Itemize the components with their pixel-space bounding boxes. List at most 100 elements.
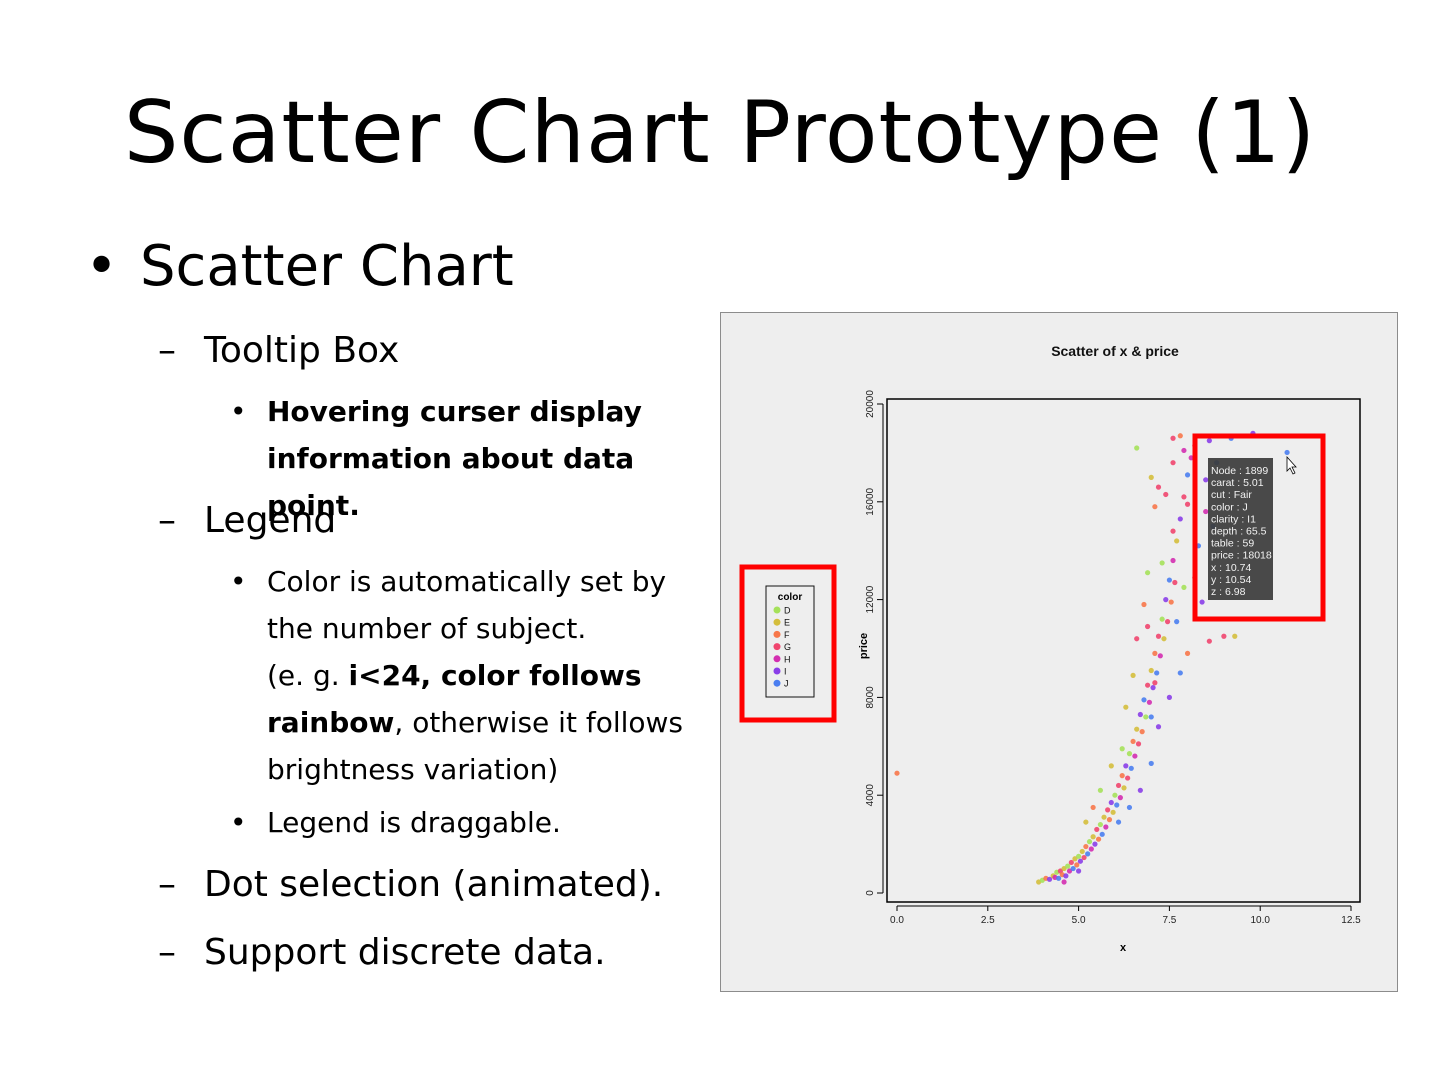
data-point[interactable] [1148, 474, 1154, 480]
data-point[interactable] [1155, 484, 1162, 490]
data-point[interactable] [1132, 753, 1138, 759]
data-point[interactable] [1148, 667, 1154, 674]
data-point[interactable] [1163, 597, 1169, 603]
data-point[interactable] [1181, 584, 1187, 590]
data-point[interactable] [1155, 724, 1162, 730]
data-point[interactable] [1163, 491, 1169, 498]
data-point[interactable] [1128, 765, 1134, 771]
data-point[interactable] [1074, 862, 1080, 868]
data-point[interactable] [1097, 821, 1103, 828]
data-point[interactable] [1135, 741, 1142, 747]
data-point[interactable] [1085, 851, 1091, 857]
data-point[interactable] [1097, 787, 1103, 793]
data-point[interactable] [1130, 738, 1136, 745]
data-point[interactable] [1119, 746, 1125, 752]
data-point[interactable] [1090, 804, 1096, 811]
data-point[interactable] [1184, 472, 1191, 478]
data-point[interactable] [1141, 697, 1147, 703]
data-point[interactable] [1083, 843, 1089, 850]
data-point[interactable] [1101, 814, 1107, 820]
data-point[interactable] [1181, 447, 1187, 454]
data-point[interactable] [1105, 807, 1111, 813]
data-point[interactable] [1114, 802, 1120, 808]
data-point[interactable] [1146, 699, 1153, 705]
data-point[interactable] [1134, 636, 1140, 642]
data-point[interactable] [1106, 817, 1113, 823]
data-point[interactable] [1161, 636, 1167, 642]
data-point[interactable] [1119, 773, 1125, 779]
data-point[interactable] [1148, 760, 1154, 767]
data-point[interactable] [1184, 650, 1191, 656]
data-point[interactable] [1157, 653, 1163, 659]
data-point[interactable] [1115, 782, 1122, 789]
data-point[interactable] [1126, 751, 1133, 757]
data-point[interactable] [1088, 846, 1094, 852]
data-point[interactable] [1145, 623, 1151, 630]
data-point[interactable] [1172, 579, 1178, 586]
data-point[interactable] [1126, 804, 1133, 811]
data-point[interactable] [1068, 859, 1074, 866]
data-point[interactable] [1203, 477, 1209, 483]
data-point[interactable] [1125, 775, 1131, 781]
data-point[interactable] [1181, 494, 1187, 500]
data-point[interactable] [1159, 616, 1165, 622]
data-point[interactable] [1137, 711, 1143, 718]
data-point[interactable] [1123, 704, 1129, 710]
data-point[interactable] [1123, 763, 1129, 769]
data-point[interactable] [1177, 670, 1183, 676]
data-point[interactable] [1150, 685, 1156, 691]
data-point[interactable] [1206, 438, 1212, 444]
data-point[interactable] [1143, 714, 1149, 720]
data-point[interactable] [1166, 694, 1172, 700]
data-point[interactable] [1065, 863, 1071, 869]
data-point[interactable] [1159, 560, 1165, 566]
data-point[interactable] [1174, 538, 1180, 544]
data-point[interactable] [1115, 819, 1122, 825]
data-point[interactable] [1061, 879, 1067, 885]
data-point[interactable] [1139, 729, 1145, 735]
data-point[interactable] [1110, 809, 1116, 815]
data-point[interactable] [1145, 682, 1151, 688]
data-point[interactable] [1232, 633, 1238, 639]
data-point[interactable] [1063, 873, 1069, 879]
data-point[interactable] [1184, 501, 1191, 507]
data-point[interactable] [1145, 570, 1151, 576]
data-point[interactable] [1134, 445, 1140, 451]
data-point[interactable] [1203, 508, 1209, 515]
data-point[interactable] [1164, 619, 1171, 625]
data-point[interactable] [1168, 599, 1174, 605]
data-point[interactable] [1134, 726, 1140, 732]
data-point[interactable] [1206, 638, 1212, 644]
data-point[interactable] [1079, 848, 1085, 855]
data-point[interactable] [1152, 650, 1158, 656]
data-point[interactable] [1188, 455, 1194, 461]
data-point[interactable] [1130, 672, 1136, 678]
data-point[interactable] [1099, 831, 1105, 837]
data-point[interactable] [1083, 819, 1089, 825]
data-point[interactable] [1094, 826, 1100, 833]
data-point[interactable] [1152, 680, 1158, 686]
data-point[interactable] [1174, 619, 1180, 625]
data-point[interactable] [1148, 714, 1154, 720]
scatter-chart[interactable]: Scatter of x & price 0.0 2.5 5.0 7.5 10.0 12.… [721, 313, 1397, 991]
data-point[interactable] [1199, 599, 1205, 605]
data-point[interactable] [1166, 577, 1172, 583]
data-point[interactable] [1090, 834, 1096, 840]
data-point[interactable] [1076, 868, 1082, 874]
data-point[interactable] [1137, 787, 1143, 793]
data-point[interactable] [1103, 824, 1109, 830]
data-point[interactable] [1046, 876, 1053, 882]
data-point[interactable] [1108, 763, 1114, 769]
data-point[interactable] [1121, 785, 1127, 791]
data-point[interactable] [1112, 792, 1118, 798]
data-point[interactable] [1177, 433, 1183, 439]
data-point[interactable] [1155, 633, 1162, 639]
data-point[interactable] [1095, 836, 1102, 842]
data-point[interactable] [1081, 854, 1087, 861]
data-point[interactable] [1070, 865, 1076, 872]
data-point[interactable] [1221, 633, 1227, 639]
data-point[interactable] [894, 770, 900, 776]
data-point[interactable] [1170, 460, 1176, 466]
data-point[interactable] [1170, 435, 1176, 441]
data-point[interactable] [1056, 875, 1062, 881]
